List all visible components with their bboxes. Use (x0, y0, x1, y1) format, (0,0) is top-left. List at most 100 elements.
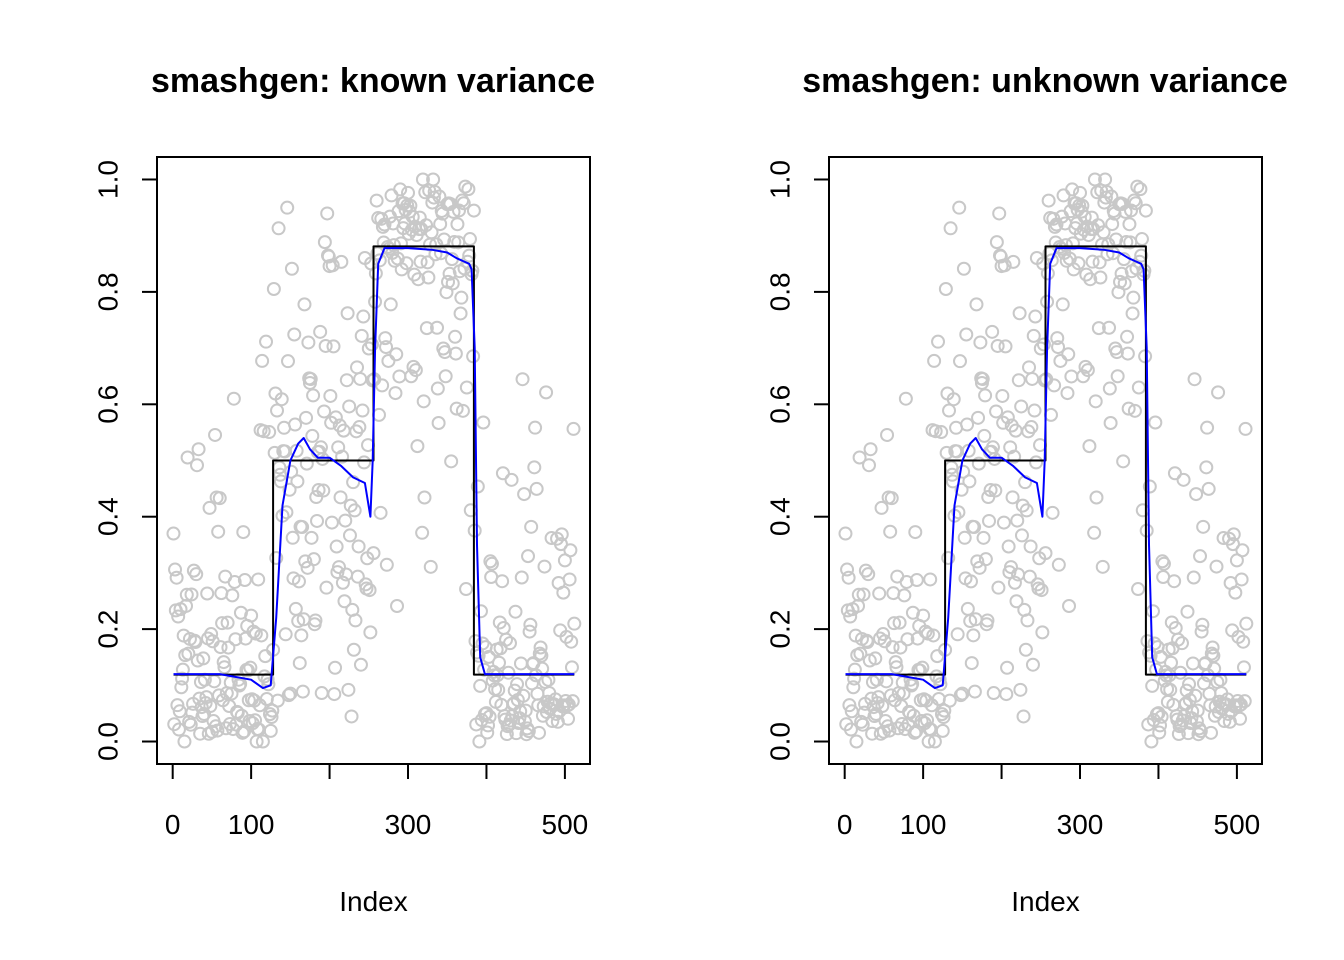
data-point (228, 632, 243, 647)
data-point (907, 725, 922, 740)
data-point (379, 557, 394, 572)
data-point (473, 678, 488, 693)
data-point (847, 662, 862, 677)
data-point (446, 204, 461, 219)
data-point (960, 601, 975, 616)
data-point (1080, 363, 1095, 378)
data-point (323, 388, 338, 403)
data-point (1154, 709, 1169, 724)
data-point (1087, 172, 1102, 187)
data-point (935, 723, 950, 738)
data-point (1156, 556, 1171, 571)
data-point (1237, 694, 1252, 709)
data-point (1010, 513, 1025, 528)
data-point (887, 616, 902, 631)
data-point (867, 709, 882, 724)
data-point (342, 528, 357, 543)
data-point (237, 573, 252, 588)
data-point (484, 556, 499, 571)
data-point (432, 189, 447, 204)
data-point (896, 686, 911, 701)
data-point (393, 236, 408, 251)
y-tick-label: 0.2 (764, 610, 795, 649)
data-point (1099, 184, 1114, 199)
data-point (884, 491, 899, 506)
data-point (1163, 682, 1178, 697)
data-point (936, 710, 951, 725)
data-point (1014, 528, 1029, 543)
data-point (1007, 575, 1022, 590)
data-point (521, 549, 536, 564)
data-point (997, 258, 1012, 273)
data-point (270, 693, 285, 708)
data-point (1091, 321, 1106, 336)
data-point (433, 217, 448, 232)
data-point (410, 439, 425, 454)
data-point (227, 574, 242, 589)
data-point (930, 649, 945, 664)
y-tick-label: 0.0 (764, 722, 795, 761)
data-point (177, 734, 192, 749)
data-point (352, 420, 367, 435)
data-point (952, 354, 967, 369)
data-point (1051, 340, 1066, 355)
data-point (1038, 546, 1053, 561)
data-point (366, 546, 381, 561)
data-point (989, 404, 1004, 419)
x-tick-label: 500 (1214, 809, 1261, 840)
data-point (271, 221, 286, 236)
data-point (1040, 294, 1055, 309)
data-point (1188, 688, 1203, 703)
data-point (353, 657, 368, 672)
data-point (424, 225, 439, 240)
data-point (368, 294, 383, 309)
data-point (1233, 697, 1248, 712)
data-point (861, 567, 876, 582)
data-point (430, 381, 445, 396)
data-point (1003, 560, 1018, 575)
data-point (1130, 179, 1145, 194)
data-point (267, 445, 282, 460)
data-point (329, 539, 344, 554)
data-point (317, 404, 332, 419)
data-point (501, 665, 516, 680)
data-point (369, 193, 384, 208)
data-point (959, 327, 974, 342)
data-point (853, 646, 868, 661)
data-point (184, 587, 199, 602)
data-point (840, 562, 855, 577)
data-point (306, 388, 321, 403)
x-tick-label: 500 (542, 809, 589, 840)
data-point (255, 353, 270, 368)
data-point (927, 734, 942, 749)
data-point (1061, 347, 1076, 362)
data-point (898, 391, 913, 406)
data-point (532, 725, 547, 740)
data-point (1095, 559, 1110, 574)
data-point (202, 500, 217, 515)
data-point (1045, 505, 1060, 520)
data-point (444, 454, 459, 469)
data-point (263, 723, 278, 738)
data-point (466, 203, 481, 218)
data-point (513, 656, 528, 671)
data-point (561, 711, 576, 726)
data-point (969, 297, 984, 312)
data-point (1211, 385, 1226, 400)
data-point (348, 613, 363, 628)
data-point (279, 505, 294, 520)
data-point (1148, 415, 1163, 430)
data-point (499, 727, 514, 742)
data-point (939, 445, 954, 460)
data-point (1121, 401, 1136, 416)
data-point (280, 200, 295, 215)
data-point (1001, 539, 1016, 554)
data-point (1064, 369, 1079, 384)
y-tick-label: 1.0 (764, 160, 795, 199)
data-point (1065, 182, 1080, 197)
data-point (977, 428, 992, 443)
data-point (1171, 632, 1186, 647)
data-point (326, 339, 341, 354)
data-point (996, 515, 1011, 530)
chart-title: smashgen: unknown variance (802, 62, 1288, 100)
